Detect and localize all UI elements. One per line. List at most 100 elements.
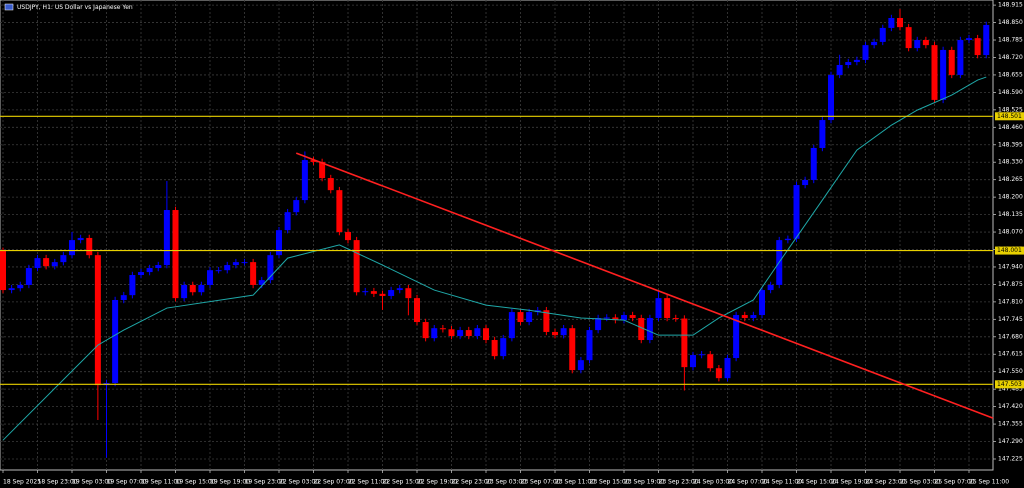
y-tick-label: 148.720 <box>998 54 1023 61</box>
level-label-box <box>995 380 1024 389</box>
candle-body <box>120 295 127 300</box>
candle-body <box>345 232 351 241</box>
candle-body <box>276 230 282 256</box>
x-tick-label: 23 Sep 07:00 <box>521 479 561 486</box>
candle-body <box>793 185 800 239</box>
candle-body <box>552 331 558 336</box>
x-tick-label: 24 Sep 11:00 <box>762 479 802 486</box>
candle-body <box>905 27 912 49</box>
candle-body <box>155 265 162 269</box>
candle-body <box>414 298 420 323</box>
candle-body <box>198 284 205 293</box>
candle-body <box>284 212 291 231</box>
candle-body <box>741 315 748 318</box>
candle-body <box>922 40 929 46</box>
x-tick-label: 19 Sep 03:00 <box>72 479 112 486</box>
candle-body <box>129 275 136 296</box>
x-tick-label: 22 Sep 07:00 <box>314 479 354 486</box>
trendline <box>295 152 994 419</box>
candle-body <box>715 368 722 379</box>
candle-body <box>577 360 584 371</box>
candle-body <box>491 340 498 357</box>
y-tick-label: 148.395 <box>998 141 1023 148</box>
y-tick-label: 147.680 <box>998 333 1023 340</box>
y-tick-label: 148.330 <box>998 159 1023 166</box>
candle-body <box>370 291 377 294</box>
candle-body <box>34 258 41 269</box>
candle-body <box>138 272 144 276</box>
candle-body <box>163 210 170 266</box>
candle-body <box>448 329 455 336</box>
candle-body <box>422 322 429 339</box>
candle-body <box>241 262 248 264</box>
level-label: 148.001 <box>997 247 1022 254</box>
x-tick-label: 23 Sep 23:00 <box>659 479 699 486</box>
x-tick-label: 23 Sep 03:00 <box>486 479 526 486</box>
x-tick-label: 19 Sep 23:00 <box>245 479 285 486</box>
candle-body <box>603 317 610 319</box>
symbol-icon <box>4 3 14 11</box>
candle-body <box>724 358 731 379</box>
candle-body <box>388 290 395 296</box>
x-tick-label: 23 Sep 19:00 <box>624 479 664 486</box>
candle-body <box>112 299 119 383</box>
candle-body <box>474 328 481 336</box>
moving-average <box>2 76 987 441</box>
candle-body <box>629 315 636 318</box>
candle-body <box>914 40 921 49</box>
y-tick-label: 148.070 <box>998 229 1023 236</box>
y-tick-label: 148.200 <box>998 194 1023 201</box>
candle-body <box>957 40 964 75</box>
candle-body <box>25 268 32 285</box>
candle-body <box>181 284 188 299</box>
candle-body <box>508 312 515 339</box>
candle-body <box>681 318 688 368</box>
candle-body <box>828 74 834 121</box>
candle-body <box>224 265 231 271</box>
candle-body <box>983 24 990 56</box>
x-tick-label: 22 Sep 03:00 <box>279 479 319 486</box>
candle-body <box>8 288 15 291</box>
x-tick-label: 22 Sep 23:00 <box>452 479 492 486</box>
candle-body <box>517 312 524 323</box>
candle-body <box>948 49 955 75</box>
candle-body <box>293 200 300 213</box>
candle-body <box>750 315 757 318</box>
candle-body <box>215 270 222 272</box>
y-tick-label: 147.810 <box>998 298 1023 305</box>
level-label-box <box>995 112 1024 121</box>
candle-body <box>526 312 533 323</box>
candle-body <box>879 27 886 42</box>
candle-body <box>871 41 878 46</box>
y-tick-label: 147.225 <box>998 455 1023 462</box>
y-tick-label: 148.850 <box>998 19 1023 26</box>
candle-body <box>759 290 765 316</box>
candle-body <box>379 293 386 296</box>
candle-body <box>638 317 645 341</box>
x-tick-label: 19 Sep 07:00 <box>107 479 147 486</box>
x-tick-label: 22 Sep 15:00 <box>383 479 423 486</box>
x-tick-label: 18 Sep 2025 <box>3 479 41 486</box>
candle-body <box>405 288 412 299</box>
candle-body <box>267 255 274 281</box>
candle-body <box>836 64 843 75</box>
candle-body <box>500 338 507 357</box>
x-tick-label: 24 Sep 19:00 <box>831 479 871 486</box>
candle-body <box>733 315 740 359</box>
y-tick-label: 147.615 <box>998 351 1023 358</box>
candle-body <box>250 262 257 285</box>
candle-body <box>664 298 671 318</box>
candle-body <box>543 310 550 332</box>
level-label-box <box>995 246 1024 255</box>
x-tick-label: 25 Sep 11:00 <box>969 479 1009 486</box>
candle-body <box>698 354 705 356</box>
candle-body <box>207 270 213 285</box>
candle-body <box>595 317 602 331</box>
candle-body <box>60 255 67 263</box>
candle-body <box>646 317 653 341</box>
x-tick-label: 19 Sep 11:00 <box>141 479 181 486</box>
y-tick-label: 147.875 <box>998 281 1023 288</box>
x-tick-label: 25 Sep 07:00 <box>935 479 975 486</box>
candle-body <box>146 268 153 273</box>
candle-body <box>819 120 826 148</box>
